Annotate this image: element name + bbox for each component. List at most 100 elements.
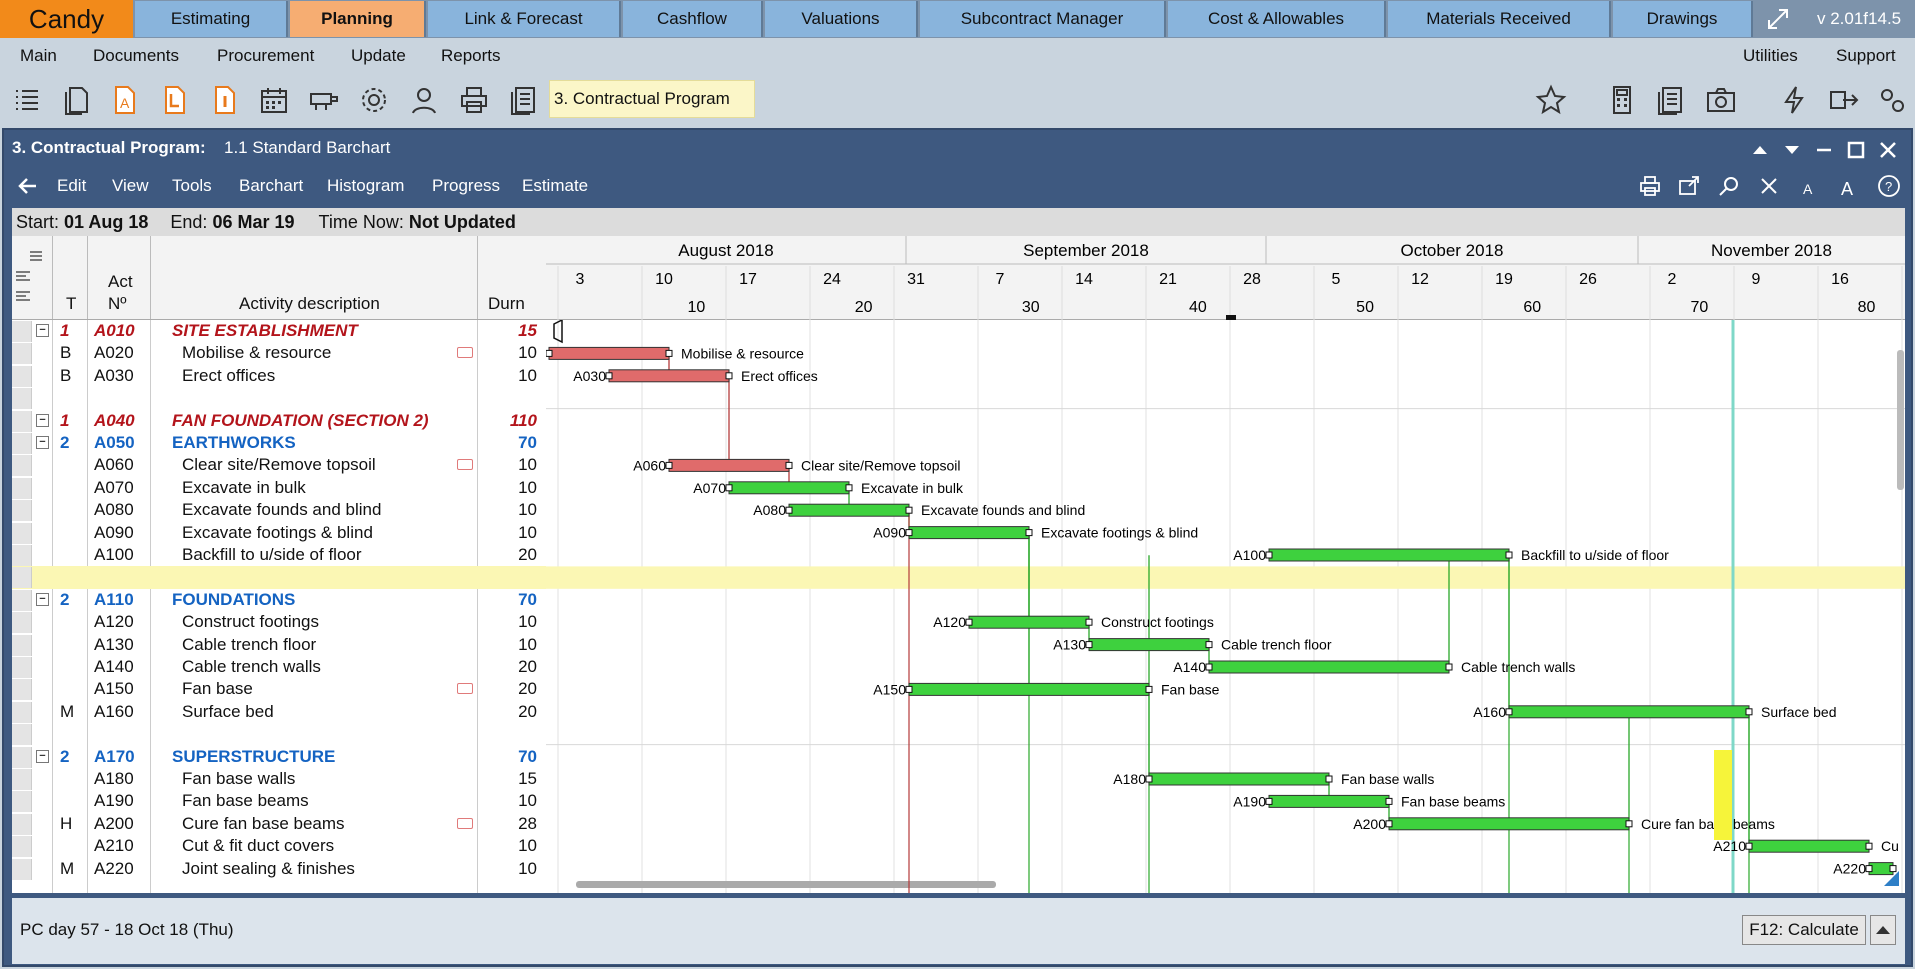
- menu-reports[interactable]: Reports: [441, 46, 501, 65]
- export-icon[interactable]: [1677, 174, 1701, 198]
- note-icon[interactable]: [457, 817, 473, 829]
- row-selector[interactable]: [12, 679, 32, 701]
- row-selector[interactable]: [12, 567, 32, 589]
- bar-end-marker[interactable]: [1145, 685, 1153, 693]
- menu-utilities[interactable]: Utilities: [1743, 46, 1798, 65]
- print-icon[interactable]: [456, 82, 492, 118]
- bar-end-marker[interactable]: [1265, 551, 1273, 559]
- scroll-down-icon[interactable]: [1780, 138, 1804, 162]
- activity-bar[interactable]: [1748, 839, 1870, 853]
- bar-end-marker[interactable]: [665, 349, 673, 357]
- row-selector[interactable]: [12, 321, 32, 342]
- activity-bar[interactable]: [608, 369, 730, 383]
- activity-bar[interactable]: [1868, 862, 1894, 876]
- row-selector[interactable]: [12, 589, 32, 611]
- row-selector[interactable]: [12, 477, 32, 499]
- scroll-up-icon[interactable]: [1748, 138, 1772, 162]
- collapse-toggle[interactable]: −: [36, 436, 49, 449]
- activity-row[interactable]: B A020 Mobilise & resource 10: [12, 342, 546, 365]
- resize-corner-icon[interactable]: [1884, 871, 1899, 886]
- current-document-field[interactable]: 3. Contractual Program: [549, 80, 755, 118]
- window-menu-estimate[interactable]: Estimate: [522, 176, 589, 195]
- blank-row[interactable]: [12, 566, 546, 589]
- row-selector[interactable]: [12, 724, 32, 746]
- tab-planning[interactable]: Planning: [290, 1, 426, 37]
- bar-end-marker[interactable]: [905, 529, 913, 537]
- bar-end-marker[interactable]: [1745, 842, 1753, 850]
- bar-end-marker[interactable]: [725, 484, 733, 492]
- bar-end-marker[interactable]: [1385, 797, 1393, 805]
- bar-end-marker[interactable]: [725, 372, 733, 380]
- row-selector[interactable]: [12, 365, 32, 387]
- row-selector[interactable]: [12, 410, 32, 432]
- activity-row[interactable]: −2 A050 EARTHWORKS 70: [12, 432, 546, 454]
- row-selector[interactable]: [12, 545, 32, 566]
- collapse-toggle[interactable]: −: [36, 413, 49, 427]
- menu-update[interactable]: Update: [351, 46, 406, 65]
- help-icon[interactable]: ?: [1877, 174, 1901, 198]
- bar-end-marker[interactable]: [1445, 663, 1453, 671]
- lightning-icon[interactable]: [1776, 82, 1812, 118]
- row-selector[interactable]: [12, 388, 32, 410]
- horizontal-scrollbar[interactable]: [576, 881, 996, 888]
- bar-end-marker[interactable]: [1745, 708, 1753, 716]
- activity-bar[interactable]: [1148, 772, 1330, 786]
- bar-end-marker[interactable]: [665, 461, 673, 469]
- activity-bar[interactable]: [548, 346, 670, 360]
- bar-end-marker[interactable]: [1085, 618, 1093, 626]
- activity-row[interactable]: A060 Clear site/Remove topsoil 10: [12, 454, 546, 477]
- report-icon[interactable]: [506, 82, 542, 118]
- notes-icon[interactable]: [1653, 82, 1689, 118]
- calculator-icon[interactable]: [1604, 82, 1640, 118]
- bar-end-marker[interactable]: [845, 484, 853, 492]
- activity-bar[interactable]: [908, 526, 1030, 540]
- bar-end-marker[interactable]: [1505, 551, 1513, 559]
- settings-icon[interactable]: [356, 82, 392, 118]
- transfer-icon[interactable]: [1826, 82, 1862, 118]
- header-durn[interactable]: Durn: [488, 294, 525, 313]
- row-selector[interactable]: [12, 343, 32, 365]
- list-icon[interactable]: [8, 82, 44, 118]
- bar-end-marker[interactable]: [605, 372, 613, 380]
- activity-bar[interactable]: [1268, 794, 1390, 808]
- collapse-toggle[interactable]: −: [36, 324, 49, 337]
- activity-bar[interactable]: [1208, 660, 1450, 674]
- activity-row[interactable]: A070 Excavate in bulk 10: [12, 477, 546, 499]
- row-selector[interactable]: [12, 522, 32, 544]
- activity-bar[interactable]: [908, 682, 1150, 696]
- back-arrow-icon[interactable]: [16, 174, 40, 198]
- calculate-button[interactable]: F12: Calculate: [1742, 915, 1866, 945]
- blank-row[interactable]: [12, 723, 546, 746]
- activity-bar[interactable]: [788, 503, 910, 517]
- bar-end-marker[interactable]: [785, 506, 793, 514]
- tab-drawings[interactable]: Drawings: [1613, 1, 1753, 37]
- collapse-toggle[interactable]: −: [36, 592, 49, 606]
- activity-row[interactable]: M A220 Joint sealing & finishes 10: [12, 858, 546, 880]
- row-selector[interactable]: [12, 858, 32, 880]
- doc-i-icon[interactable]: [206, 82, 242, 118]
- activity-row[interactable]: M A160 Surface bed 20: [12, 701, 546, 723]
- activity-bar[interactable]: [1388, 817, 1630, 831]
- activity-row[interactable]: A130 Cable trench floor 10: [12, 634, 546, 656]
- maximize-icon[interactable]: [1844, 138, 1868, 162]
- activity-row[interactable]: −1 A010 SITE ESTABLISHMENT 15: [12, 320, 546, 342]
- row-selector[interactable]: [12, 813, 32, 835]
- activity-bar[interactable]: [668, 458, 790, 472]
- activity-row[interactable]: B A030 Erect offices 10: [12, 365, 546, 387]
- bar-end-marker[interactable]: [1865, 842, 1873, 850]
- activity-row[interactable]: −2 A170 SUPERSTRUCTURE 70: [12, 746, 546, 768]
- bar-end-marker[interactable]: [1265, 797, 1273, 805]
- row-selector[interactable]: [12, 634, 32, 656]
- header-t[interactable]: T: [66, 294, 77, 313]
- bar-end-marker[interactable]: [1085, 641, 1093, 649]
- activity-row[interactable]: A120 Construct footings 10: [12, 611, 546, 634]
- row-selector[interactable]: [12, 836, 32, 858]
- window-menu-histogram[interactable]: Histogram: [327, 176, 405, 195]
- favourites-icon[interactable]: [1533, 82, 1569, 118]
- row-selector[interactable]: [12, 500, 32, 522]
- row-selector[interactable]: [12, 701, 32, 723]
- bar-end-marker[interactable]: [1145, 775, 1153, 783]
- tab-link-forecast[interactable]: Link & Forecast: [428, 1, 621, 37]
- window-menu-tools[interactable]: Tools: [172, 176, 212, 195]
- window-menu-edit[interactable]: Edit: [57, 176, 87, 195]
